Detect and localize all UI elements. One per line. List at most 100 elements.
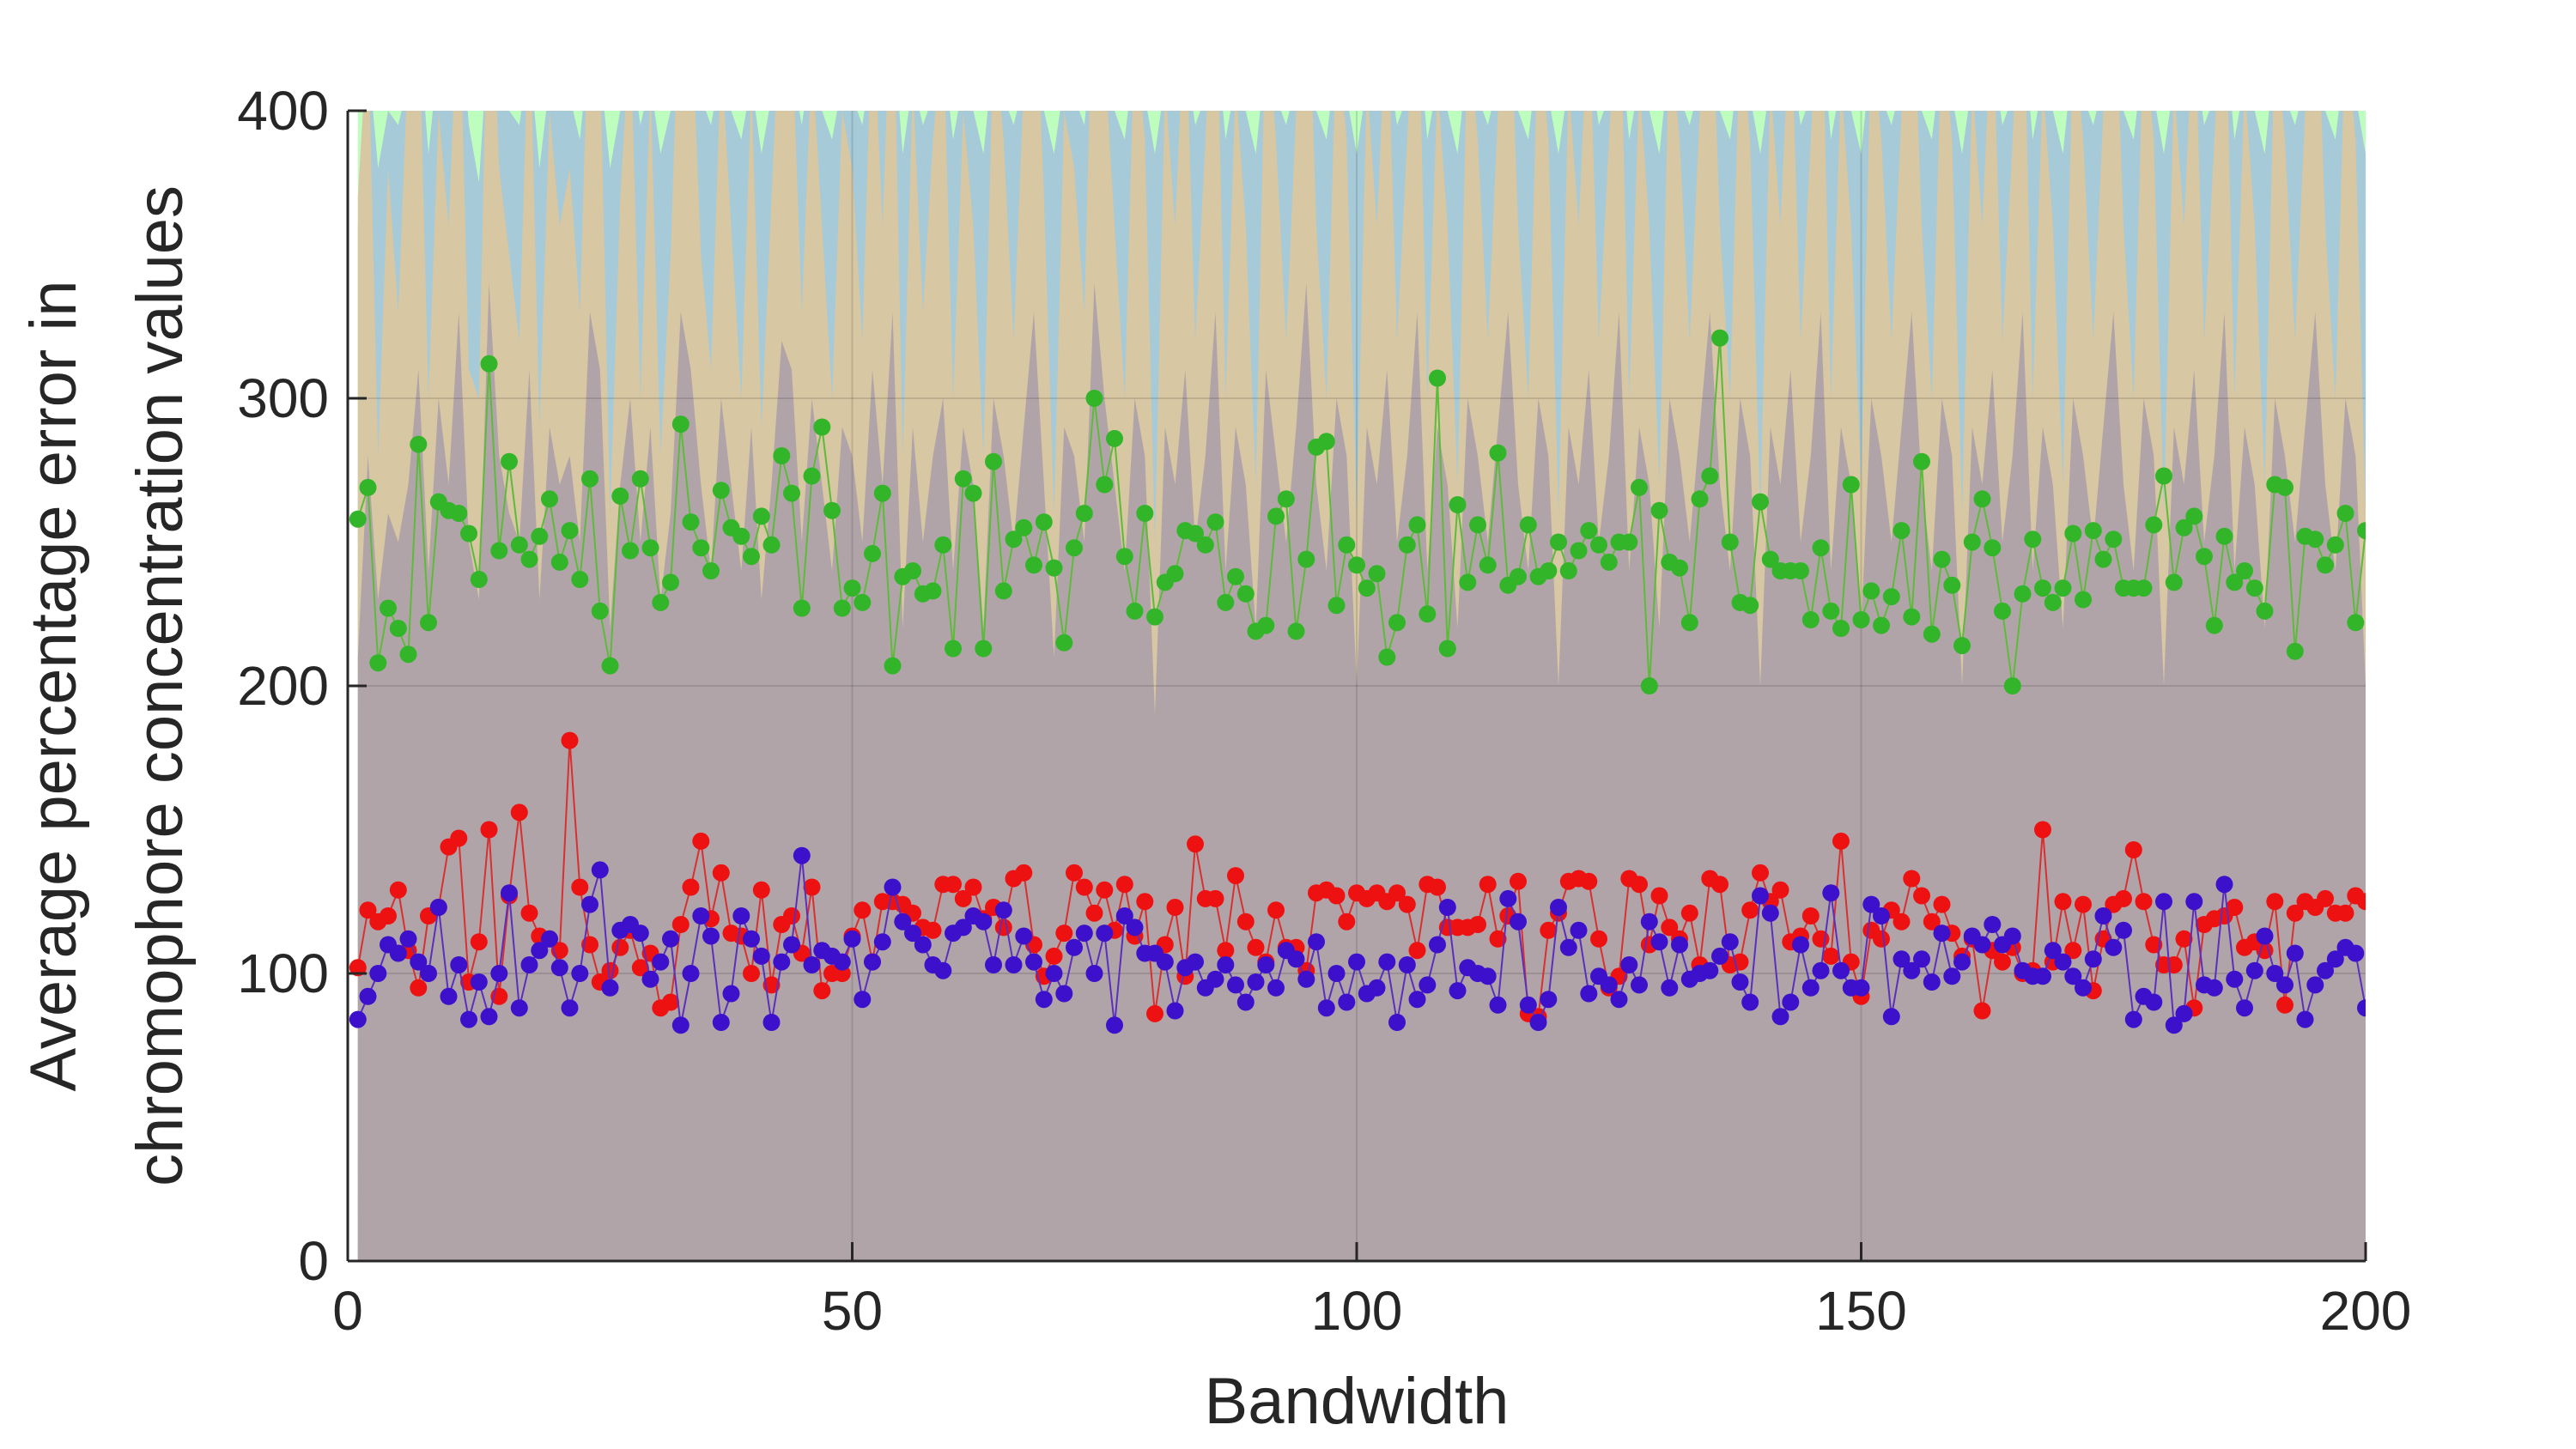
data-point <box>1701 961 1719 979</box>
data-point <box>1257 956 1275 973</box>
data-point <box>1126 919 1144 937</box>
data-point <box>420 614 437 632</box>
data-point <box>1540 991 1558 1009</box>
data-point <box>359 987 377 1005</box>
y-tick-label: 200 <box>237 655 329 717</box>
data-point <box>2205 979 2223 997</box>
data-point <box>2054 953 2072 971</box>
data-point <box>2256 927 2274 945</box>
data-point <box>2145 993 2163 1011</box>
data-point <box>1600 553 1618 571</box>
data-point <box>541 930 558 948</box>
data-point <box>954 470 972 488</box>
data-point <box>1903 870 1921 888</box>
data-point <box>389 944 407 962</box>
data-point <box>1570 542 1588 560</box>
data-point <box>1196 536 1214 554</box>
data-point <box>873 933 891 951</box>
data-point <box>1085 904 1103 922</box>
data-point <box>692 832 710 850</box>
data-point <box>1338 993 1356 1011</box>
data-point <box>641 970 659 988</box>
data-point <box>743 930 760 948</box>
data-point <box>1187 835 1204 853</box>
data-point <box>1348 953 1365 971</box>
data-point <box>1953 953 1971 971</box>
data-point <box>450 829 468 847</box>
data-point <box>2286 642 2304 660</box>
data-point <box>2165 573 2183 591</box>
data-point <box>2357 893 2366 911</box>
data-point <box>1055 985 1073 1003</box>
data-point <box>954 889 972 907</box>
data-point <box>561 522 579 540</box>
data-point <box>702 562 720 579</box>
data-point <box>1438 640 1456 658</box>
data-point <box>2226 573 2244 591</box>
data-point <box>1489 996 1507 1014</box>
data-point <box>2075 979 2092 997</box>
data-point <box>1711 947 1728 965</box>
data-point <box>1025 953 1042 971</box>
data-point <box>994 919 1012 937</box>
data-point <box>1267 979 1285 997</box>
data-point <box>550 959 568 977</box>
data-point <box>793 599 811 617</box>
data-point <box>662 930 679 948</box>
data-point <box>1236 993 1255 1011</box>
data-point <box>1842 476 1860 494</box>
y-tick-label: 0 <box>298 1230 329 1292</box>
data-point <box>813 418 831 436</box>
data-point <box>1650 933 1668 951</box>
y-tick-label: 400 <box>237 80 329 142</box>
data-point <box>985 956 1002 973</box>
data-point <box>1650 501 1668 519</box>
data-point <box>803 956 821 973</box>
error-band-4 <box>357 283 2366 1261</box>
data-point <box>1893 912 1911 931</box>
data-point <box>1277 490 1295 508</box>
data-point <box>671 415 690 433</box>
data-point <box>470 571 488 588</box>
data-point <box>1066 539 1083 557</box>
data-point <box>2326 950 2344 968</box>
data-point <box>2175 518 2193 537</box>
data-point <box>1015 864 1033 882</box>
data-point <box>2044 593 2062 611</box>
data-point <box>561 731 579 749</box>
data-point <box>1752 887 1769 905</box>
data-point <box>1893 950 1911 968</box>
data-point <box>864 544 881 562</box>
data-point <box>1085 390 1103 407</box>
data-point <box>1792 562 1809 579</box>
data-point <box>2357 522 2366 540</box>
data-point <box>2266 893 2284 911</box>
data-point <box>1106 1016 1123 1034</box>
data-point <box>2286 944 2304 962</box>
data-point <box>682 513 700 531</box>
data-point <box>1479 556 1497 574</box>
data-point <box>1711 876 1728 894</box>
data-point <box>702 927 720 945</box>
data-point <box>1812 961 1830 979</box>
data-point <box>1873 930 1890 948</box>
data-point <box>1943 967 1961 985</box>
data-point <box>994 901 1012 919</box>
data-point <box>1085 965 1103 982</box>
data-point <box>1550 533 1567 551</box>
x-tick-label: 100 <box>1311 1280 1403 1342</box>
data-point <box>1217 942 1235 960</box>
data-point <box>2347 944 2365 962</box>
data-point <box>1449 496 1467 513</box>
data-point <box>1187 953 1204 971</box>
data-point <box>2145 936 2163 954</box>
data-point <box>1529 1014 1547 1031</box>
data-point <box>671 1016 690 1034</box>
data-point <box>1792 936 1809 954</box>
data-point <box>722 985 740 1003</box>
data-point <box>1227 867 1244 885</box>
data-point <box>1862 895 1880 913</box>
data-point <box>1741 993 1759 1011</box>
data-point <box>1752 864 1769 882</box>
